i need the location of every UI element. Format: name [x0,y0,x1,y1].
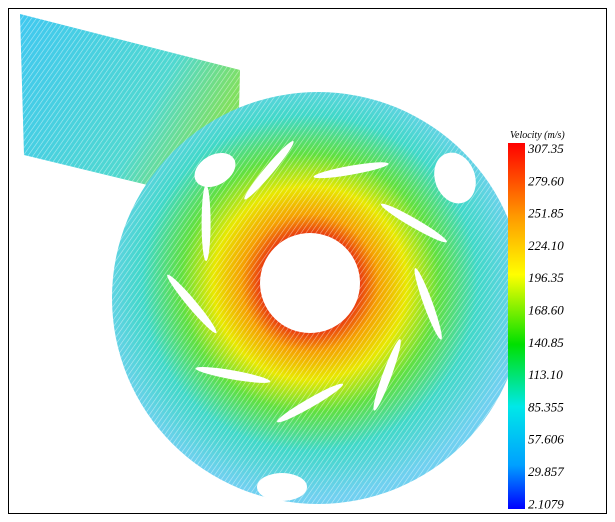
colorbar-label: 57.606 [528,432,564,447]
colorbar-label: 279.60 [528,173,564,188]
colorbar-label: 224.10 [528,238,564,253]
colorbar-label: 2.1079 [528,496,564,511]
colorbar [508,143,525,509]
colorbar-label: 29.857 [528,464,564,479]
colorbar-label: 307.35 [527,141,564,156]
colorbar-label: 196.35 [528,270,564,285]
colorbar-label: 85.355 [528,399,564,414]
page: Velocity (m/s) 307.35 279.60 251.85 224.10 1… [0,0,615,522]
colorbar-label: 168.60 [528,302,564,317]
colorbar-label: 251.85 [528,206,564,221]
velocity-plot: Velocity (m/s) 307.35 279.60 251.85 224.10 1… [0,0,615,522]
blade [202,185,211,261]
colorbar-label: 140.85 [528,335,564,350]
colorbar-title: Velocity (m/s) [510,130,565,141]
colorbar-label: 113.10 [528,367,563,382]
cavity [257,473,307,501]
hub [260,233,360,333]
